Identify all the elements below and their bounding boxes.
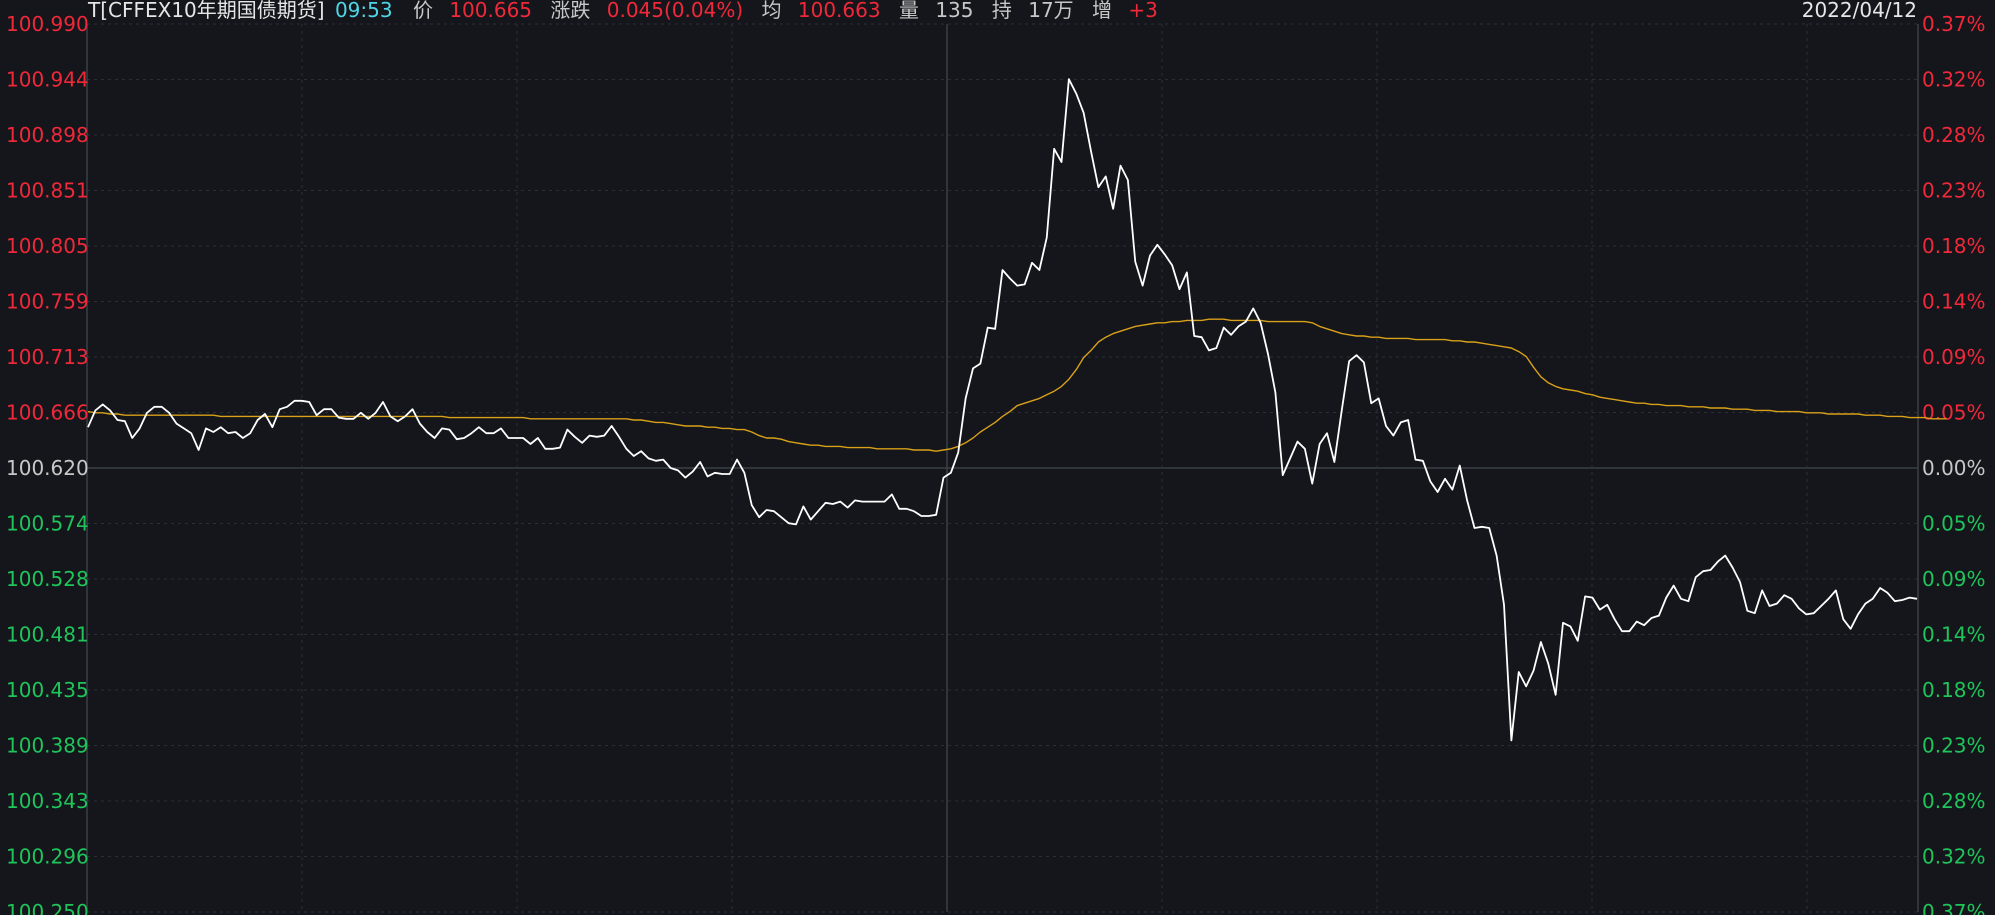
time-value: 09:53 xyxy=(335,0,393,22)
left-tick-label: 100.898 xyxy=(6,123,89,147)
symbol-label: T[CFFEX10年期国债期货] xyxy=(87,0,325,22)
right-tick-label: 0.05% xyxy=(1922,512,1986,536)
right-percent-axis: 0.37% 0.32% 0.28% 0.23% 0.18% 0.14% 0.09% 0.05%… xyxy=(1922,12,1986,915)
left-tick-label: 100.713 xyxy=(6,345,89,369)
left-tick-label: 100.435 xyxy=(6,678,89,702)
avg-value: 100.663 xyxy=(798,0,881,22)
right-tick-label: 0.18% xyxy=(1922,678,1986,702)
right-tick-label: 0.23% xyxy=(1922,734,1986,758)
right-tick-label: 0.09% xyxy=(1922,345,1986,369)
volume-value: 135 xyxy=(935,0,973,22)
left-tick-label: 100.990 xyxy=(6,12,89,36)
left-tick-label: 100.343 xyxy=(6,789,89,813)
change-label: 涨跌 xyxy=(550,0,590,22)
right-tick-label: 0.09% xyxy=(1922,567,1986,591)
right-tick-label: 0.05% xyxy=(1922,401,1986,425)
right-tick-label: 0.37% xyxy=(1922,900,1986,915)
right-tick-label: 0.28% xyxy=(1922,123,1986,147)
price-value: 100.665 xyxy=(449,0,532,22)
left-tick-label: 100.296 xyxy=(6,845,89,869)
left-tick-label: 100.574 xyxy=(6,512,89,536)
increase-label: 增 xyxy=(1092,0,1112,22)
left-tick-label: 100.620 xyxy=(6,456,89,480)
right-tick-label: 0.28% xyxy=(1922,789,1986,813)
left-price-axis: 100.990 100.944 100.898 100.851 100.805 100.7… xyxy=(6,12,89,915)
left-tick-label: 100.528 xyxy=(6,567,89,591)
left-tick-label: 100.759 xyxy=(6,290,89,314)
header-bar: T[CFFEX10年期国债期货] 09:53 价 100.665 涨跌 0.04… xyxy=(87,0,1158,22)
increase-value: +3 xyxy=(1128,0,1157,22)
grid-lines xyxy=(87,23,1918,913)
left-tick-label: 100.944 xyxy=(6,68,89,92)
price-label: 价 xyxy=(413,0,433,22)
left-tick-label: 100.250 xyxy=(6,900,89,915)
right-tick-label: 0.18% xyxy=(1922,234,1986,258)
right-tick-label: 0.00% xyxy=(1922,456,1986,480)
right-tick-label: 0.14% xyxy=(1922,623,1986,647)
right-tick-label: 0.32% xyxy=(1922,845,1986,869)
date-label: 2022/04/12 xyxy=(1802,0,1917,22)
right-tick-label: 0.23% xyxy=(1922,179,1986,203)
right-tick-label: 0.14% xyxy=(1922,290,1986,314)
axes xyxy=(86,24,1919,912)
hold-label: 持 xyxy=(992,0,1012,22)
left-tick-label: 100.805 xyxy=(6,234,89,258)
left-tick-label: 100.851 xyxy=(6,179,89,203)
hold-value: 17万 xyxy=(1028,0,1073,22)
price-series-line xyxy=(87,78,1918,742)
left-tick-label: 100.481 xyxy=(6,623,89,647)
avg-label: 均 xyxy=(762,0,782,22)
left-tick-label: 100.389 xyxy=(6,734,89,758)
series-lines xyxy=(87,78,1947,742)
avg-series-line xyxy=(87,318,1947,452)
right-tick-label: 0.37% xyxy=(1922,12,1986,36)
change-value: 0.045(0.04%) xyxy=(607,0,743,22)
left-tick-label: 100.666 xyxy=(6,401,89,425)
volume-label: 量 xyxy=(899,0,919,22)
right-tick-label: 0.32% xyxy=(1922,68,1986,92)
